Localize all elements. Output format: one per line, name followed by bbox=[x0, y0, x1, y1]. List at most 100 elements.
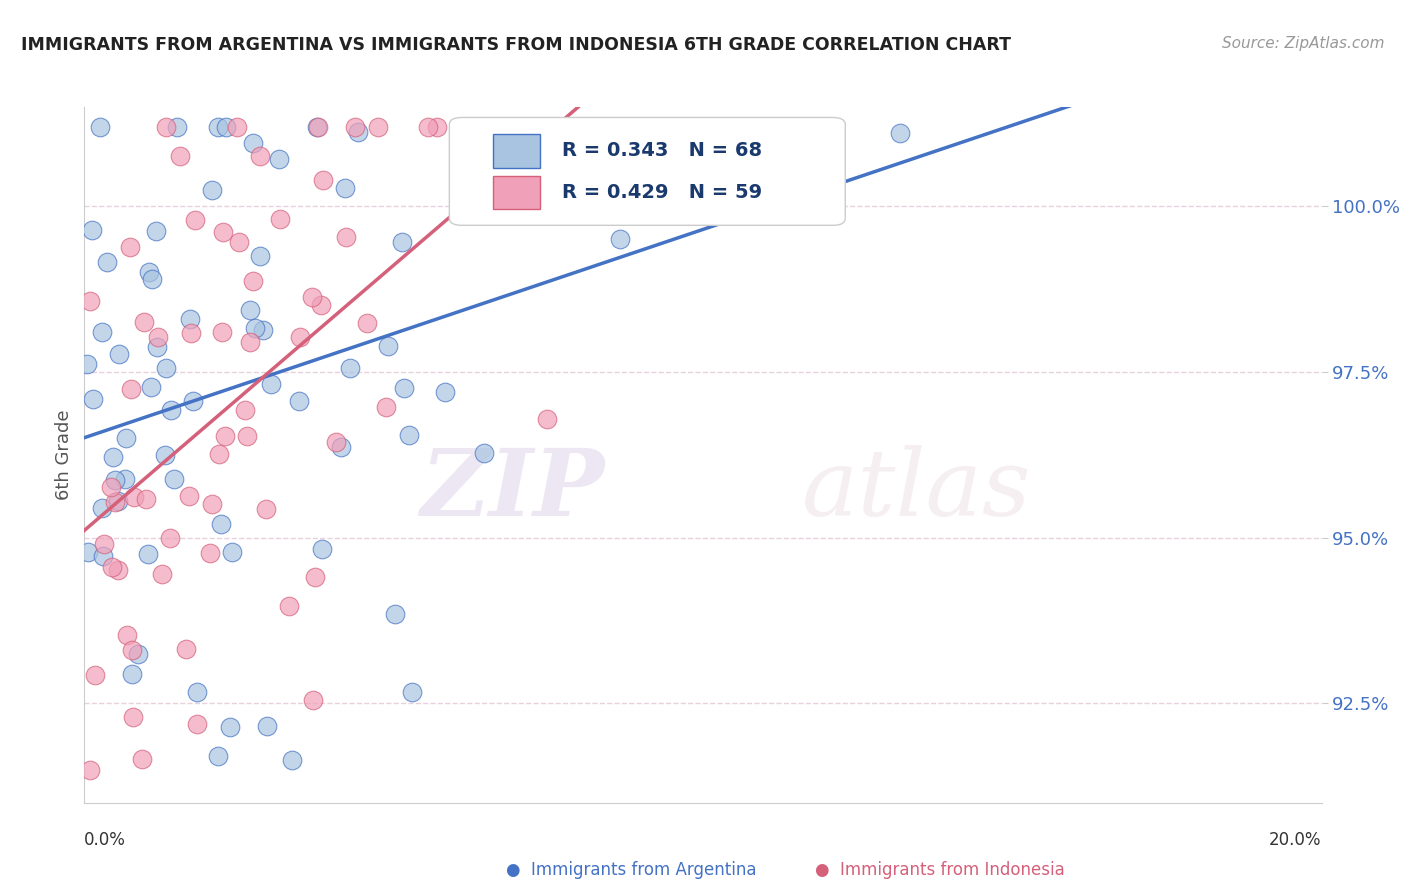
Point bbox=[214, 429, 236, 443]
Point bbox=[127, 647, 149, 661]
Point bbox=[218, 720, 240, 734]
Point bbox=[132, 315, 155, 329]
Point bbox=[104, 473, 127, 487]
Point bbox=[201, 183, 224, 197]
Point bbox=[180, 326, 202, 340]
Point bbox=[288, 393, 311, 408]
Point bbox=[114, 431, 136, 445]
Text: atlas: atlas bbox=[801, 445, 1032, 534]
Point bbox=[889, 126, 911, 140]
Point bbox=[228, 235, 250, 250]
Point bbox=[184, 213, 207, 227]
Point bbox=[254, 502, 277, 516]
Point bbox=[472, 446, 495, 460]
Point bbox=[115, 628, 138, 642]
Point bbox=[207, 120, 229, 134]
FancyBboxPatch shape bbox=[450, 118, 845, 226]
Point bbox=[249, 149, 271, 163]
Point bbox=[91, 549, 114, 563]
Point bbox=[239, 335, 262, 350]
Point bbox=[506, 120, 529, 134]
Point bbox=[377, 338, 399, 352]
Point bbox=[141, 271, 163, 285]
Point bbox=[426, 120, 449, 134]
Point bbox=[146, 330, 169, 344]
Text: R = 0.343   N = 68: R = 0.343 N = 68 bbox=[562, 141, 762, 161]
Point bbox=[208, 447, 231, 461]
Point bbox=[325, 434, 347, 449]
Point bbox=[312, 173, 335, 187]
Point bbox=[104, 495, 127, 509]
Point bbox=[174, 642, 197, 657]
Point bbox=[305, 120, 328, 134]
Point bbox=[211, 326, 233, 340]
Point bbox=[145, 224, 167, 238]
Point bbox=[169, 149, 191, 163]
Point bbox=[309, 297, 332, 311]
Point bbox=[311, 541, 333, 556]
Point bbox=[356, 316, 378, 330]
Point bbox=[107, 563, 129, 577]
Point bbox=[301, 290, 323, 304]
Text: R = 0.429   N = 59: R = 0.429 N = 59 bbox=[562, 183, 762, 202]
Point bbox=[398, 428, 420, 442]
Text: ZIP: ZIP bbox=[420, 445, 605, 534]
Point bbox=[135, 491, 157, 506]
Point bbox=[434, 384, 457, 399]
Point bbox=[643, 120, 665, 134]
Point bbox=[146, 340, 169, 354]
Point bbox=[82, 392, 104, 406]
Point bbox=[233, 403, 256, 417]
Point bbox=[107, 494, 129, 508]
Point bbox=[517, 153, 540, 167]
Point bbox=[179, 311, 201, 326]
Point bbox=[160, 403, 183, 417]
Point bbox=[335, 230, 357, 244]
Point bbox=[131, 751, 153, 765]
Point bbox=[333, 181, 356, 195]
Point bbox=[401, 685, 423, 699]
Point bbox=[392, 381, 415, 395]
Point bbox=[221, 545, 243, 559]
Point bbox=[347, 125, 370, 139]
FancyBboxPatch shape bbox=[492, 134, 540, 168]
Point bbox=[122, 490, 145, 504]
Point bbox=[121, 710, 143, 724]
Point bbox=[384, 607, 406, 621]
Point bbox=[239, 303, 262, 318]
Text: 0.0%: 0.0% bbox=[84, 830, 127, 848]
Point bbox=[101, 450, 124, 464]
Text: 20.0%: 20.0% bbox=[1270, 830, 1322, 848]
Point bbox=[537, 120, 560, 134]
Point bbox=[269, 152, 291, 166]
Point bbox=[90, 325, 112, 339]
Point bbox=[201, 497, 224, 511]
Point bbox=[212, 225, 235, 239]
Point bbox=[166, 120, 188, 134]
Point bbox=[138, 265, 160, 279]
Point bbox=[138, 547, 160, 561]
Point bbox=[79, 763, 101, 777]
Point bbox=[339, 361, 361, 376]
Point bbox=[114, 472, 136, 486]
Point bbox=[96, 255, 118, 269]
Point bbox=[249, 249, 271, 263]
Point bbox=[107, 346, 129, 360]
Point bbox=[225, 120, 247, 134]
Point bbox=[416, 120, 439, 134]
Y-axis label: 6th Grade: 6th Grade bbox=[55, 409, 73, 500]
Text: ●  Immigrants from Argentina: ● Immigrants from Argentina bbox=[506, 861, 756, 879]
Point bbox=[77, 545, 100, 559]
Point bbox=[200, 546, 222, 560]
Point bbox=[121, 643, 143, 657]
Point bbox=[252, 323, 274, 337]
Point bbox=[84, 667, 107, 681]
Point bbox=[139, 380, 162, 394]
Point bbox=[243, 320, 266, 334]
Point bbox=[343, 120, 366, 134]
Text: Source: ZipAtlas.com: Source: ZipAtlas.com bbox=[1222, 36, 1385, 51]
Point bbox=[120, 382, 142, 396]
Point bbox=[163, 472, 186, 486]
Point bbox=[304, 570, 326, 584]
Point bbox=[153, 448, 176, 462]
